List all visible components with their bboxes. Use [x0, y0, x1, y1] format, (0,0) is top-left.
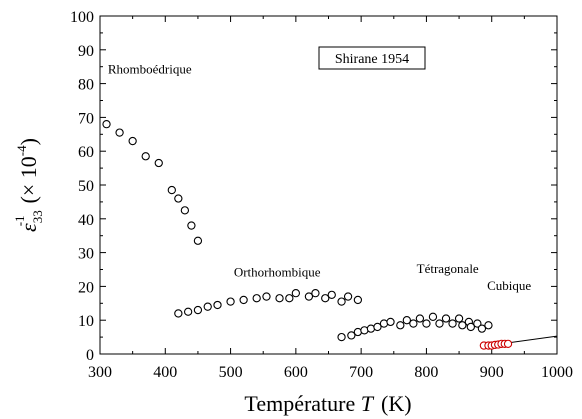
y-axis-title-sup: -1: [12, 215, 27, 226]
data-point: [503, 339, 513, 349]
data-point: [193, 236, 203, 245]
svg-text:ε33-1(× 10-4): ε33-1 (× 10-4): [12, 138, 45, 232]
x-axis-title-prefix: Température: [244, 391, 360, 416]
y-tick-label: 10: [78, 313, 94, 330]
data-point: [275, 294, 284, 303]
data-point: [167, 185, 176, 195]
data-point: [396, 321, 405, 330]
data-point: [454, 314, 464, 323]
data-point: [402, 316, 411, 325]
data-point: [347, 331, 356, 340]
y-axis-ticks: 0 10 20 30 40 50 60 70 80 90 100: [70, 9, 557, 364]
phase-label: Tétragonale: [417, 261, 479, 276]
y-tick-label: 0: [86, 347, 94, 364]
data-point: [304, 292, 314, 301]
data-points: [102, 120, 513, 350]
data-point: [115, 128, 124, 137]
x-axis-title: Température T (K): [244, 391, 411, 416]
x-tick-label: 600: [284, 364, 308, 381]
y-tick-label: 100: [70, 9, 94, 26]
y-tick-label: 80: [78, 77, 94, 94]
data-point: [311, 289, 320, 298]
y-axis-title-eps: ε: [16, 223, 41, 232]
data-point: [141, 152, 150, 161]
legend: Shirane 1954: [318, 46, 426, 70]
x-tick-label: 900: [480, 364, 504, 381]
x-tick-label: 300: [88, 364, 112, 381]
data-point: [473, 319, 482, 328]
y-tick-label: 40: [78, 212, 94, 229]
x-tick-label: 800: [414, 364, 438, 381]
data-point: [252, 294, 261, 303]
data-point: [484, 321, 493, 330]
legend-text: Shirane 1954: [335, 52, 409, 67]
data-point: [435, 319, 444, 328]
legend-box: [318, 46, 426, 70]
data-point: [262, 292, 271, 301]
data-point: [102, 120, 111, 129]
data-point: [154, 158, 163, 168]
data-point: [353, 295, 363, 305]
y-axis-title-sub: 33: [30, 210, 45, 223]
data-point: [415, 314, 425, 323]
data-point: [187, 221, 196, 230]
data-point: [422, 319, 431, 328]
data-point: [327, 290, 336, 299]
data-point: [448, 319, 457, 328]
y-axis-title-rest-close: ): [16, 138, 41, 145]
data-point: [183, 307, 193, 316]
data-point: [285, 294, 294, 303]
data-point: [291, 289, 301, 298]
data-point: [458, 321, 467, 330]
y-tick-label: 30: [78, 246, 94, 263]
y-axis-title: ε33-1 (× 10-4): [12, 138, 45, 232]
data-point: [386, 317, 395, 327]
y-tick-label: 60: [78, 144, 94, 161]
y-axis-title-rest-sup: -4: [14, 145, 29, 156]
data-point: [337, 332, 346, 342]
y-tick-label: 90: [78, 43, 94, 60]
data-point: [174, 194, 183, 203]
phase-label: Orthorhombique: [234, 264, 321, 279]
y-tick-label: 50: [78, 178, 94, 195]
x-tick-label: 700: [349, 364, 373, 381]
phase-label: Rhomboédrique: [108, 61, 192, 76]
data-point: [239, 295, 248, 305]
data-point: [213, 300, 222, 310]
x-axis-ticks: 300 400 500 600 700 800 900 1000: [88, 16, 573, 381]
data-point: [409, 319, 418, 328]
data-point: [203, 302, 212, 311]
data-point: [321, 294, 330, 303]
data-point: [193, 305, 203, 315]
data-point: [337, 297, 346, 306]
x-tick-label: 400: [153, 364, 177, 381]
data-point: [441, 314, 451, 323]
y-tick-label: 20: [78, 279, 94, 296]
data-point: [128, 136, 137, 146]
x-axis-title-var: T: [361, 391, 375, 416]
data-point: [343, 292, 353, 301]
y-axis-title-rest: (× 10: [16, 156, 41, 203]
x-tick-label: 500: [219, 364, 243, 381]
data-point: [373, 322, 382, 332]
phase-labels: Rhomboédrique Orthorhombique Tétragonale Cu…: [108, 61, 532, 292]
data-point: [428, 312, 438, 321]
data-point: [174, 309, 183, 318]
phase-label: Cubique: [487, 278, 531, 293]
x-tick-label: 1000: [541, 364, 573, 381]
x-axis-title-unit: (K): [381, 391, 412, 416]
data-point: [226, 297, 235, 306]
data-point: [477, 324, 487, 333]
data-point: [180, 206, 190, 215]
y-tick-label: 70: [78, 110, 94, 127]
data-point: [466, 322, 475, 332]
